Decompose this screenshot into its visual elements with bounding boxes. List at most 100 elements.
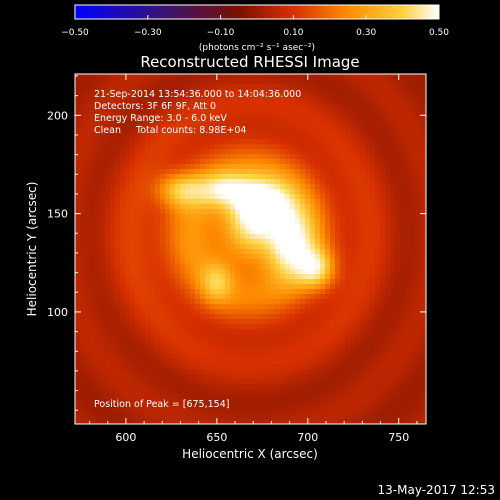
heatmap-cell xyxy=(275,304,281,310)
heatmap-cell xyxy=(245,129,251,135)
heatmap-cell xyxy=(145,314,151,320)
heatmap-cell xyxy=(220,129,226,135)
heatmap-cell xyxy=(190,289,196,295)
heatmap-cell xyxy=(420,249,426,255)
heatmap-cell xyxy=(275,144,281,150)
heatmap-cell xyxy=(160,289,166,295)
heatmap-cell xyxy=(120,294,126,300)
heatmap-cell xyxy=(220,354,226,360)
heatmap-cell xyxy=(370,254,376,260)
heatmap-cell xyxy=(415,344,421,350)
heatmap-cell xyxy=(310,414,316,420)
heatmap-cell xyxy=(405,114,411,120)
heatmap-cell xyxy=(340,114,346,120)
heatmap-cell xyxy=(270,194,276,200)
heatmap-cell xyxy=(115,254,121,260)
heatmap-cell xyxy=(365,149,371,155)
heatmap-cell xyxy=(415,329,421,335)
heatmap-cell xyxy=(250,94,256,100)
heatmap-cell xyxy=(385,259,391,265)
heatmap-cell xyxy=(325,94,331,100)
heatmap-cell xyxy=(290,389,296,395)
heatmap-cell xyxy=(100,129,106,135)
heatmap-cell xyxy=(235,289,241,295)
heatmap-cell xyxy=(280,389,286,395)
heatmap-cell xyxy=(110,149,116,155)
heatmap-cell xyxy=(240,289,246,295)
heatmap-cell xyxy=(405,79,411,85)
heatmap-cell xyxy=(255,114,261,120)
heatmap-cell xyxy=(245,94,251,100)
heatmap-cell xyxy=(400,164,406,170)
heatmap-cell xyxy=(270,214,276,220)
heatmap-cell xyxy=(225,74,231,80)
heatmap-cell xyxy=(230,269,236,275)
heatmap-cell xyxy=(310,304,316,310)
heatmap-cell xyxy=(330,299,336,305)
heatmap-cell xyxy=(415,269,421,275)
heatmap-cell xyxy=(365,304,371,310)
heatmap-cell xyxy=(370,229,376,235)
heatmap-cell xyxy=(335,339,341,345)
heatmap-cell xyxy=(330,384,336,390)
heatmap-cell xyxy=(395,299,401,305)
heatmap-cell xyxy=(325,229,331,235)
heatmap-cell xyxy=(200,164,206,170)
heatmap-cell xyxy=(240,359,246,365)
heatmap-cell xyxy=(200,224,206,230)
heatmap-cell xyxy=(290,234,296,240)
heatmap-cell xyxy=(285,349,291,355)
heatmap-cell xyxy=(340,119,346,125)
heatmap-cell xyxy=(275,384,281,390)
heatmap-cell xyxy=(140,404,146,410)
heatmap-cell xyxy=(375,359,381,365)
heatmap-cell xyxy=(260,184,266,190)
heatmap-cell xyxy=(95,169,101,175)
heatmap-cell xyxy=(230,344,236,350)
heatmap-cell xyxy=(350,254,356,260)
heatmap-cell xyxy=(105,334,111,340)
heatmap-cell xyxy=(330,139,336,145)
heatmap-cell xyxy=(260,174,266,180)
heatmap-cell xyxy=(175,124,181,130)
heatmap-cell xyxy=(180,244,186,250)
heatmap-cell xyxy=(265,289,271,295)
heatmap-cell xyxy=(390,264,396,270)
heatmap-cell xyxy=(255,339,261,345)
heatmap-cell xyxy=(360,194,366,200)
heatmap-cell xyxy=(270,199,276,205)
heatmap-cell xyxy=(405,299,411,305)
heatmap-cell xyxy=(150,389,156,395)
heatmap-cell xyxy=(110,389,116,395)
heatmap-cell xyxy=(295,124,301,130)
heatmap-cell xyxy=(390,134,396,140)
heatmap-cell xyxy=(260,119,266,125)
heatmap-cell xyxy=(255,414,261,420)
heatmap-cell xyxy=(115,354,121,360)
heatmap-cell xyxy=(275,169,281,175)
heatmap-cell xyxy=(245,79,251,85)
heatmap-cell xyxy=(215,174,221,180)
heatmap-cell xyxy=(250,349,256,355)
heatmap-cell xyxy=(190,84,196,90)
heatmap-cell xyxy=(330,399,336,405)
heatmap-cell xyxy=(265,139,271,145)
heatmap-cell xyxy=(390,274,396,280)
heatmap-cell xyxy=(420,384,426,390)
heatmap-cell xyxy=(365,104,371,110)
heatmap-cell xyxy=(140,364,146,370)
heatmap-cell xyxy=(395,74,401,80)
heatmap-cell xyxy=(410,109,416,115)
heatmap-cell xyxy=(215,289,221,295)
heatmap-cell xyxy=(100,89,106,95)
heatmap-cell xyxy=(160,224,166,230)
heatmap-cell xyxy=(390,349,396,355)
heatmap-cell xyxy=(300,149,306,155)
heatmap-cell xyxy=(270,174,276,180)
heatmap-cell xyxy=(115,294,121,300)
heatmap-cell xyxy=(160,214,166,220)
heatmap-cell xyxy=(400,274,406,280)
heatmap-cell xyxy=(390,94,396,100)
heatmap-cell xyxy=(85,109,91,115)
heatmap-cell xyxy=(390,279,396,285)
